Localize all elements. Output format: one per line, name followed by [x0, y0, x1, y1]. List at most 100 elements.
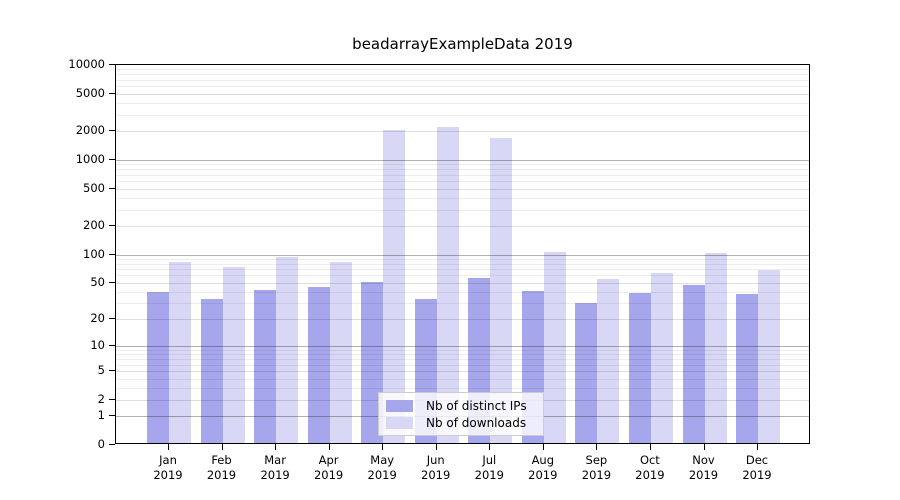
bar-downloads-jan [169, 262, 191, 443]
x-tick-label-jan: Jan 2019 [153, 453, 183, 482]
y-tick-mark [109, 225, 115, 227]
bar-ips-may [361, 281, 384, 443]
x-tick-mark [757, 444, 758, 450]
gridline-8000 [116, 74, 809, 76]
y-tick-label-500: 500 [83, 180, 105, 195]
bar-downloads-feb [222, 266, 245, 443]
y-tick-mark [109, 370, 115, 372]
y-tick-label-2: 2 [97, 391, 105, 406]
gridline-300 [116, 209, 809, 211]
distinct-ips-swatch [386, 399, 413, 412]
bar-ips-oct [628, 292, 651, 443]
x-tick-mark [275, 444, 277, 450]
y-tick-mark [109, 130, 115, 132]
y-tick-mark [109, 345, 115, 347]
gridline-900 [116, 164, 809, 166]
gridline-600 [116, 181, 809, 182]
y-tick-mark [109, 187, 115, 189]
y-tick-mark [109, 444, 115, 445]
downloads-swatch [386, 416, 413, 429]
gridline-1000 [116, 160, 809, 161]
bar-downloads-aug [543, 252, 566, 443]
y-tick-label-5: 5 [97, 363, 105, 378]
x-tick-label-mar: Mar 2019 [260, 453, 290, 482]
legend-row-downloads: Nb of downloads [386, 414, 535, 431]
bar-ips-mar [254, 289, 277, 443]
x-tick-mark [649, 444, 651, 450]
y-tick-label-20: 20 [90, 311, 105, 326]
x-tick-label-sep: Sep 2019 [581, 453, 612, 482]
x-tick-label-jun: Jun 2019 [421, 453, 451, 482]
x-tick-mark [168, 444, 169, 450]
y-tick-mark [109, 64, 115, 65]
x-tick-label-dec: Dec 2019 [742, 453, 772, 482]
x-tick-mark [435, 444, 437, 450]
x-tick-label-aug: Aug 2019 [528, 453, 558, 482]
y-tick-label-50: 50 [90, 274, 105, 289]
gridline-400 [116, 197, 809, 199]
bar-downloads-oct [650, 273, 673, 443]
bar-ips-feb [200, 298, 223, 443]
chart-title: beadarrayExampleData 2019 [352, 35, 573, 53]
bar-downloads-jun [436, 127, 459, 443]
bar-ips-nov [682, 285, 705, 443]
bar-downloads-sep [597, 279, 620, 443]
downloads-label: Nb of downloads [426, 415, 527, 430]
y-tick-mark [109, 318, 115, 320]
x-tick-mark [382, 444, 384, 450]
x-tick-label-jul: Jul 2019 [474, 453, 504, 482]
bar-downloads-jul [490, 138, 513, 443]
gridline-3000 [116, 114, 809, 116]
gridline-4000 [116, 102, 809, 104]
plot-area [115, 64, 810, 444]
y-tick-label-100: 100 [83, 246, 105, 261]
gridline-5000 [116, 93, 809, 95]
gridline-6000 [116, 86, 809, 88]
bar-downloads-may [383, 130, 406, 443]
gridline-9000 [116, 69, 809, 71]
gridline-2000 [116, 131, 809, 133]
y-tick-label-0: 0 [97, 437, 105, 451]
bar-downloads-apr [329, 262, 352, 443]
bar-downloads-dec [758, 269, 780, 443]
bar-ips-jan [147, 291, 169, 443]
bar-ips-apr [307, 286, 330, 443]
y-tick-label-1000: 1000 [75, 152, 105, 166]
gridline-700 [116, 174, 809, 176]
gridline-200 [116, 226, 809, 228]
x-tick-mark [542, 444, 544, 450]
y-tick-label-2000: 2000 [75, 123, 105, 138]
gridline-7000 [116, 79, 809, 81]
gridline-500 [116, 188, 809, 190]
x-tick-mark [489, 444, 491, 450]
legend: Nb of distinct IPs Nb of downloads [378, 392, 544, 436]
y-tick-mark [109, 398, 115, 400]
y-tick-label-5000: 5000 [75, 85, 105, 100]
y-tick-label-10000: 10000 [68, 57, 105, 71]
y-tick-label-1: 1 [97, 408, 105, 423]
x-tick-label-oct: Oct 2019 [635, 453, 665, 482]
bar-ips-dec [736, 294, 758, 443]
bar-downloads-mar [276, 257, 299, 443]
y-tick-mark [109, 159, 115, 160]
y-tick-mark [109, 281, 115, 283]
bar-downloads-nov [704, 252, 727, 443]
y-tick-mark [109, 415, 115, 417]
x-tick-mark [703, 444, 705, 450]
y-tick-mark [109, 92, 115, 94]
x-tick-label-apr: Apr 2019 [313, 453, 344, 482]
x-tick-label-may: May 2019 [367, 453, 397, 482]
x-tick-mark [221, 444, 223, 450]
x-tick-label-nov: Nov 2019 [688, 453, 719, 482]
x-tick-mark [596, 444, 598, 450]
y-tick-label-10: 10 [90, 338, 105, 353]
x-tick-mark [328, 444, 330, 450]
gridline-800 [116, 169, 809, 171]
y-tick-label-200: 200 [83, 218, 105, 233]
x-tick-label-feb: Feb 2019 [206, 453, 237, 482]
legend-row-distinct-ips: Nb of distinct IPs [386, 397, 535, 414]
distinct-ips-label: Nb of distinct IPs [426, 398, 527, 413]
y-tick-mark [109, 253, 115, 255]
bar-ips-sep [575, 302, 598, 443]
